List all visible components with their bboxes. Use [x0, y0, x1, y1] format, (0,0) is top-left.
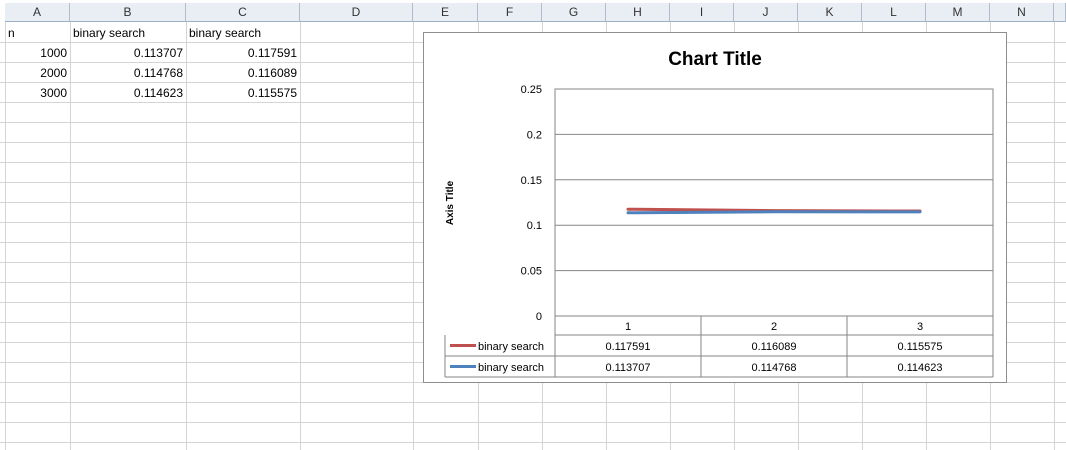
cell-a2[interactable]: 1000: [40, 46, 67, 60]
chart-title[interactable]: Chart Title: [668, 49, 762, 70]
plot-area[interactable]: [554, 88, 994, 317]
plot-area-frame: [554, 88, 994, 317]
cell-b4[interactable]: 0.114623: [133, 86, 183, 100]
y-tick-label: 0.1: [527, 220, 542, 232]
data-value: 0.114623: [897, 362, 942, 374]
series-line-2[interactable]: [626, 210, 922, 215]
category-label: 3: [917, 321, 923, 333]
cell-b3[interactable]: 0.114768: [133, 66, 183, 80]
data-value: 0.113707: [605, 362, 650, 374]
grid-vline: [70, 22, 71, 450]
col-header-d[interactable]: D: [300, 3, 413, 22]
y-tick-label: 0: [536, 311, 542, 323]
cell-a4[interactable]: 3000: [40, 86, 67, 100]
cell-a1[interactable]: n: [8, 26, 15, 40]
y-tick-label: 0.2: [527, 129, 542, 141]
cell-c4[interactable]: 0.115575: [247, 86, 297, 100]
data-value: 0.115575: [897, 341, 942, 353]
col-header-f[interactable]: F: [478, 3, 542, 22]
grid-hline: [0, 422, 1066, 423]
grid-vline: [1054, 22, 1055, 450]
category-label: 2: [771, 321, 777, 333]
col-header-i[interactable]: I: [670, 3, 734, 22]
col-header-b[interactable]: B: [70, 3, 186, 22]
col-header-h[interactable]: H: [606, 3, 670, 22]
category-label: 1: [625, 321, 631, 333]
col-header-e[interactable]: E: [413, 3, 478, 22]
data-table: 1 2 3 binary search 0.117591 0.116089 0.115575…: [444, 316, 994, 378]
cell-b1[interactable]: binary search: [73, 26, 146, 40]
grid-hline: [0, 442, 1066, 443]
col-header-j[interactable]: J: [734, 3, 798, 22]
col-header-c[interactable]: C: [186, 3, 300, 22]
series-lines[interactable]: [626, 207, 922, 215]
grid-vline: [413, 22, 414, 450]
col-header-m[interactable]: M: [926, 3, 990, 22]
cell-c3[interactable]: 0.116089: [247, 66, 297, 80]
y-axis: 0.25 0.2 0.15 0.1 0.05 0: [521, 84, 542, 323]
col-header-a[interactable]: A: [5, 3, 70, 22]
col-header-g[interactable]: G: [542, 3, 606, 22]
col-header-blank: [1054, 3, 1066, 22]
cell-c1[interactable]: binary search: [189, 26, 262, 40]
grid-vline: [5, 22, 6, 450]
y-tick-label: 0.25: [521, 84, 542, 96]
y-tick-label: 0.05: [521, 266, 542, 278]
legend-entry-2: binary search: [478, 362, 544, 374]
data-value: 0.116089: [751, 341, 796, 353]
col-header-l[interactable]: L: [862, 3, 926, 22]
col-header-n[interactable]: N: [990, 3, 1054, 22]
col-header-k[interactable]: K: [798, 3, 862, 22]
chart-object[interactable]: Chart Title Axis Title 0.25 0.2 0.15 0.1 0.0…: [423, 32, 1007, 383]
grid-vline: [300, 22, 301, 450]
grid-vline: [186, 22, 187, 450]
y-axis-title[interactable]: Axis Title: [445, 180, 456, 225]
data-value: 0.117591: [605, 341, 650, 353]
grid-hline: [0, 402, 1066, 403]
cell-b2[interactable]: 0.113707: [133, 46, 183, 60]
cell-a3[interactable]: 2000: [40, 66, 67, 80]
y-tick-label: 0.15: [521, 175, 542, 187]
data-value: 0.114768: [751, 362, 796, 374]
cell-c2[interactable]: 0.117591: [247, 46, 297, 60]
legend-entry-1: binary search: [478, 341, 544, 353]
